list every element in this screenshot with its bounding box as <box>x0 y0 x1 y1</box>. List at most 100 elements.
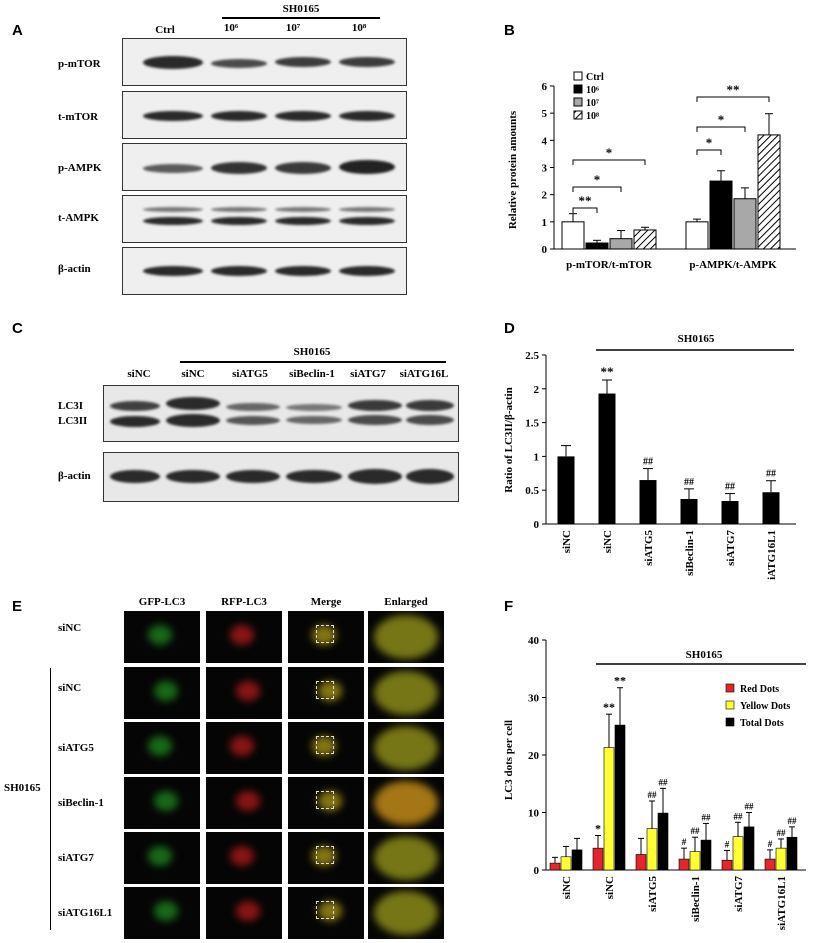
d-bar <box>721 501 739 524</box>
panel-e-group-bracket <box>50 668 51 930</box>
panel-e-col-gfp: GFP-LC3 <box>138 596 186 608</box>
d-y-tick-label: 2.5 <box>525 350 539 362</box>
d-annotation: ## <box>643 457 653 468</box>
d-x-tick-label: siNC <box>602 530 614 553</box>
b-significance-bracket <box>696 149 722 155</box>
f-legend-label: Red Dots <box>740 684 779 695</box>
micrograph-cell <box>206 832 282 884</box>
panel-e-col-rfp: RFP-LC3 <box>221 596 267 608</box>
b-significance-label: * <box>718 112 725 127</box>
d-y-tick-label: 2 <box>534 384 540 396</box>
panel-c-row-lc3i: LC3I <box>58 400 84 412</box>
d-bar <box>639 480 657 524</box>
d-y-tick-label: 0.5 <box>525 485 539 497</box>
panel-label-e: E <box>12 598 23 615</box>
f-annotation: ## <box>788 816 798 826</box>
micrograph-cell <box>206 777 282 829</box>
panel-a-row-p-ampk: p-AMPK <box>58 162 102 174</box>
d-y-tick-label: 0 <box>534 519 540 531</box>
b-y-tick-label: 4 <box>542 135 548 147</box>
panel-a-col-1e6: 10⁶ <box>223 22 239 34</box>
b-legend-swatch <box>573 97 583 107</box>
micrograph-cell <box>368 611 444 663</box>
panel-label-c: C <box>12 320 23 337</box>
f-bar <box>700 839 712 871</box>
f-x-tick-label: siNC <box>604 876 616 899</box>
f-annotation: # <box>725 839 730 849</box>
b-y-tick-label: 2 <box>542 190 548 202</box>
f-annotation: ## <box>734 811 744 821</box>
b-significance-bracket <box>572 159 646 165</box>
f-bar <box>571 849 583 871</box>
f-annotation: ## <box>691 826 701 836</box>
micrograph-cell <box>368 722 444 774</box>
b-significance-label: * <box>594 172 601 187</box>
micrograph-cell <box>206 887 282 939</box>
f-y-tick-label: 0 <box>534 865 540 877</box>
f-title: SH0165 <box>686 649 723 661</box>
micrograph-cell <box>124 611 200 663</box>
panel-e-row-siatg5: siATG5 <box>58 742 94 754</box>
f-bar <box>721 859 733 871</box>
panel-e-row-sinc-ctrl: siNC <box>58 622 82 634</box>
blot-beta-actin-c <box>103 452 459 502</box>
micrograph-cell <box>288 722 364 774</box>
micrograph-cell <box>368 777 444 829</box>
blot-p-mtor <box>122 38 407 86</box>
b-y-tick-label: 3 <box>542 163 548 175</box>
panel-label-f: F <box>504 598 514 615</box>
panel-a-group-label: SH0165 <box>282 3 320 15</box>
d-y-tick-label: 1.5 <box>525 418 539 430</box>
b-legend-label: Ctrl <box>586 72 604 83</box>
b-significance-bracket <box>696 126 746 132</box>
f-x-tick-label: siATG16L1 <box>776 876 788 930</box>
f-y-tick-label: 20 <box>528 750 540 762</box>
f-bar <box>786 836 798 871</box>
micrograph-cell <box>288 611 364 663</box>
b-y-tick-label: 5 <box>542 108 548 120</box>
d-annotation: ## <box>684 477 694 488</box>
b-significance-label: ** <box>579 193 592 208</box>
panel-a-col-ctrl: Ctrl <box>155 24 175 36</box>
micrograph-cell <box>288 777 364 829</box>
d-y-tick-label: 1 <box>534 451 540 463</box>
f-y-tick-label: 30 <box>528 693 540 705</box>
f-legend-swatch <box>725 717 735 727</box>
f-legend-label: Yellow Dots <box>740 701 790 712</box>
panel-label-b: B <box>504 22 515 39</box>
f-legend-label: Total Dots <box>740 718 784 729</box>
f-bar <box>646 828 658 871</box>
b-significance-bracket <box>572 207 598 213</box>
f-bar <box>603 747 615 871</box>
micrograph-cell <box>124 667 200 719</box>
b-y-axis-label: Relative protein amounts <box>507 110 519 229</box>
f-x-tick-label: siATG7 <box>733 876 745 912</box>
b-legend-label: 10⁸ <box>586 111 599 122</box>
panel-c-group-label: SH0165 <box>293 346 331 358</box>
d-x-tick-label: siATG5 <box>643 530 655 566</box>
b-significance-bracket <box>572 186 622 192</box>
b-bar <box>633 229 657 250</box>
b-significance-label: * <box>606 145 613 160</box>
micrograph-cell <box>124 722 200 774</box>
blot-t-ampk <box>122 195 407 243</box>
micrograph-cell <box>124 887 200 939</box>
micrograph-cell <box>368 832 444 884</box>
panel-c-col-siatg16l: siATG16L <box>399 368 449 380</box>
micrograph-cell <box>288 667 364 719</box>
micrograph-cell <box>288 887 364 939</box>
d-bar <box>680 498 698 524</box>
panel-e-col-enlarged: Enlarged <box>384 596 428 608</box>
f-annotation: ## <box>745 802 755 812</box>
f-legend-swatch <box>725 683 735 693</box>
b-bar <box>709 180 733 250</box>
f-bar <box>764 858 776 871</box>
f-bar <box>743 826 755 871</box>
panel-label-a: A <box>12 22 23 39</box>
b-bar <box>585 242 609 250</box>
b-y-tick-label: 1 <box>542 217 548 229</box>
blot-t-mtor <box>122 91 407 139</box>
panel-c-col-sibeclin: siBeclin-1 <box>289 368 335 380</box>
f-annotation: ## <box>659 777 669 787</box>
f-y-tick-label: 10 <box>528 808 540 820</box>
